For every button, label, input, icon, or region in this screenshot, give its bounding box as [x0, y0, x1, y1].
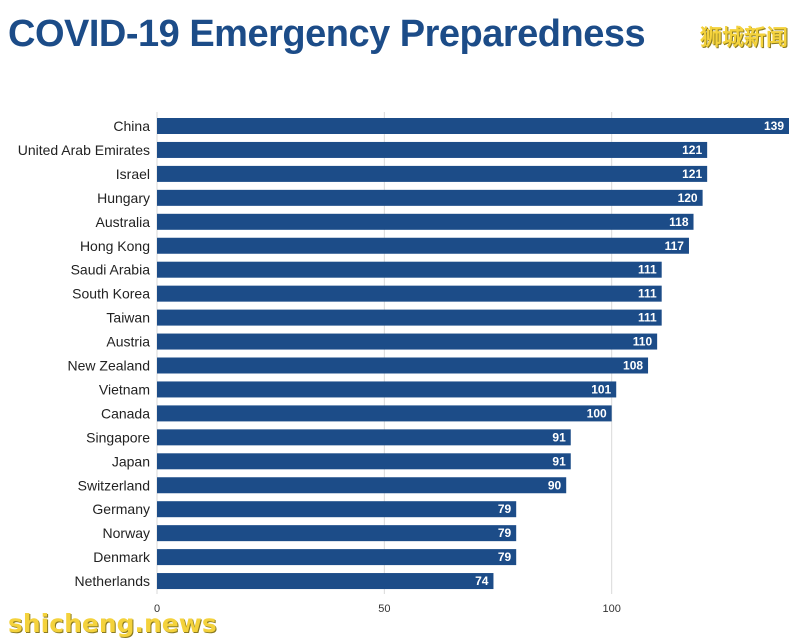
value-label: 111	[638, 311, 657, 325]
bar	[157, 237, 689, 254]
bar	[157, 453, 571, 470]
value-label: 120	[678, 191, 698, 205]
category-label: Netherlands	[75, 573, 151, 589]
value-label: 101	[591, 382, 611, 396]
value-label: 139	[764, 119, 784, 133]
bars-layer	[157, 118, 789, 590]
bar	[157, 549, 517, 566]
value-label: 108	[623, 359, 643, 373]
value-label: 79	[498, 502, 512, 516]
brand-watermark-top: 狮城新闻	[699, 26, 788, 51]
value-label: 111	[638, 263, 657, 277]
category-label: Saudi Arabia	[71, 262, 151, 278]
value-label: 74	[475, 574, 489, 588]
bar	[157, 525, 517, 542]
grid-layer	[156, 112, 613, 594]
category-label: Japan	[112, 453, 150, 469]
value-label: 118	[669, 215, 689, 229]
bar	[157, 141, 708, 158]
chart-title: COVID-19 Emergency Preparedness	[8, 13, 646, 55]
category-label: Australia	[96, 214, 151, 230]
bar	[157, 429, 571, 446]
x-tick-label: 100	[602, 603, 620, 615]
bar	[157, 501, 517, 518]
value-label: 100	[587, 406, 607, 420]
bar	[157, 381, 617, 398]
value-label: 91	[552, 430, 566, 444]
category-label: New Zealand	[68, 358, 151, 374]
ticks-layer: 0 50 100	[154, 603, 621, 615]
category-label: Germany	[92, 501, 150, 517]
category-label: Norway	[103, 525, 150, 541]
value-label: 110	[633, 335, 653, 349]
value-label: 91	[552, 454, 566, 468]
labels-layer: China 139 United Arab Emirates 121 Israel 121…	[18, 118, 785, 589]
bar	[157, 189, 703, 206]
category-label: Switzerland	[78, 477, 150, 493]
category-label: United Arab Emirates	[18, 142, 150, 158]
category-label: China	[113, 118, 150, 134]
brand-watermark-bottom: shicheng.news	[8, 609, 217, 638]
category-label: Vietnam	[99, 381, 150, 397]
category-label: Austria	[106, 334, 150, 350]
value-label: 121	[682, 167, 702, 181]
bar	[157, 477, 567, 494]
value-label: 117	[665, 239, 685, 253]
bar	[157, 405, 612, 422]
bar	[157, 573, 494, 590]
bar	[157, 357, 649, 374]
value-label: 121	[682, 143, 702, 157]
bar	[157, 165, 708, 182]
value-label: 111	[638, 287, 657, 301]
bar	[157, 213, 694, 230]
value-label: 79	[498, 550, 512, 564]
category-label: Israel	[116, 166, 150, 182]
category-label: South Korea	[72, 286, 150, 302]
bar	[157, 285, 662, 302]
value-label: 79	[498, 526, 512, 540]
x-tick-label: 0	[154, 603, 160, 615]
x-tick-label: 50	[378, 603, 390, 615]
category-label: Canada	[101, 405, 150, 421]
category-label: Hungary	[97, 190, 150, 206]
bar	[157, 261, 662, 278]
bar	[157, 309, 662, 326]
category-label: Hong Kong	[80, 238, 150, 254]
value-label: 90	[548, 478, 562, 492]
bar	[157, 118, 789, 134]
category-label: Taiwan	[106, 310, 150, 326]
category-label: Denmark	[93, 549, 151, 565]
category-label: Singapore	[86, 429, 150, 445]
bar	[157, 333, 658, 350]
